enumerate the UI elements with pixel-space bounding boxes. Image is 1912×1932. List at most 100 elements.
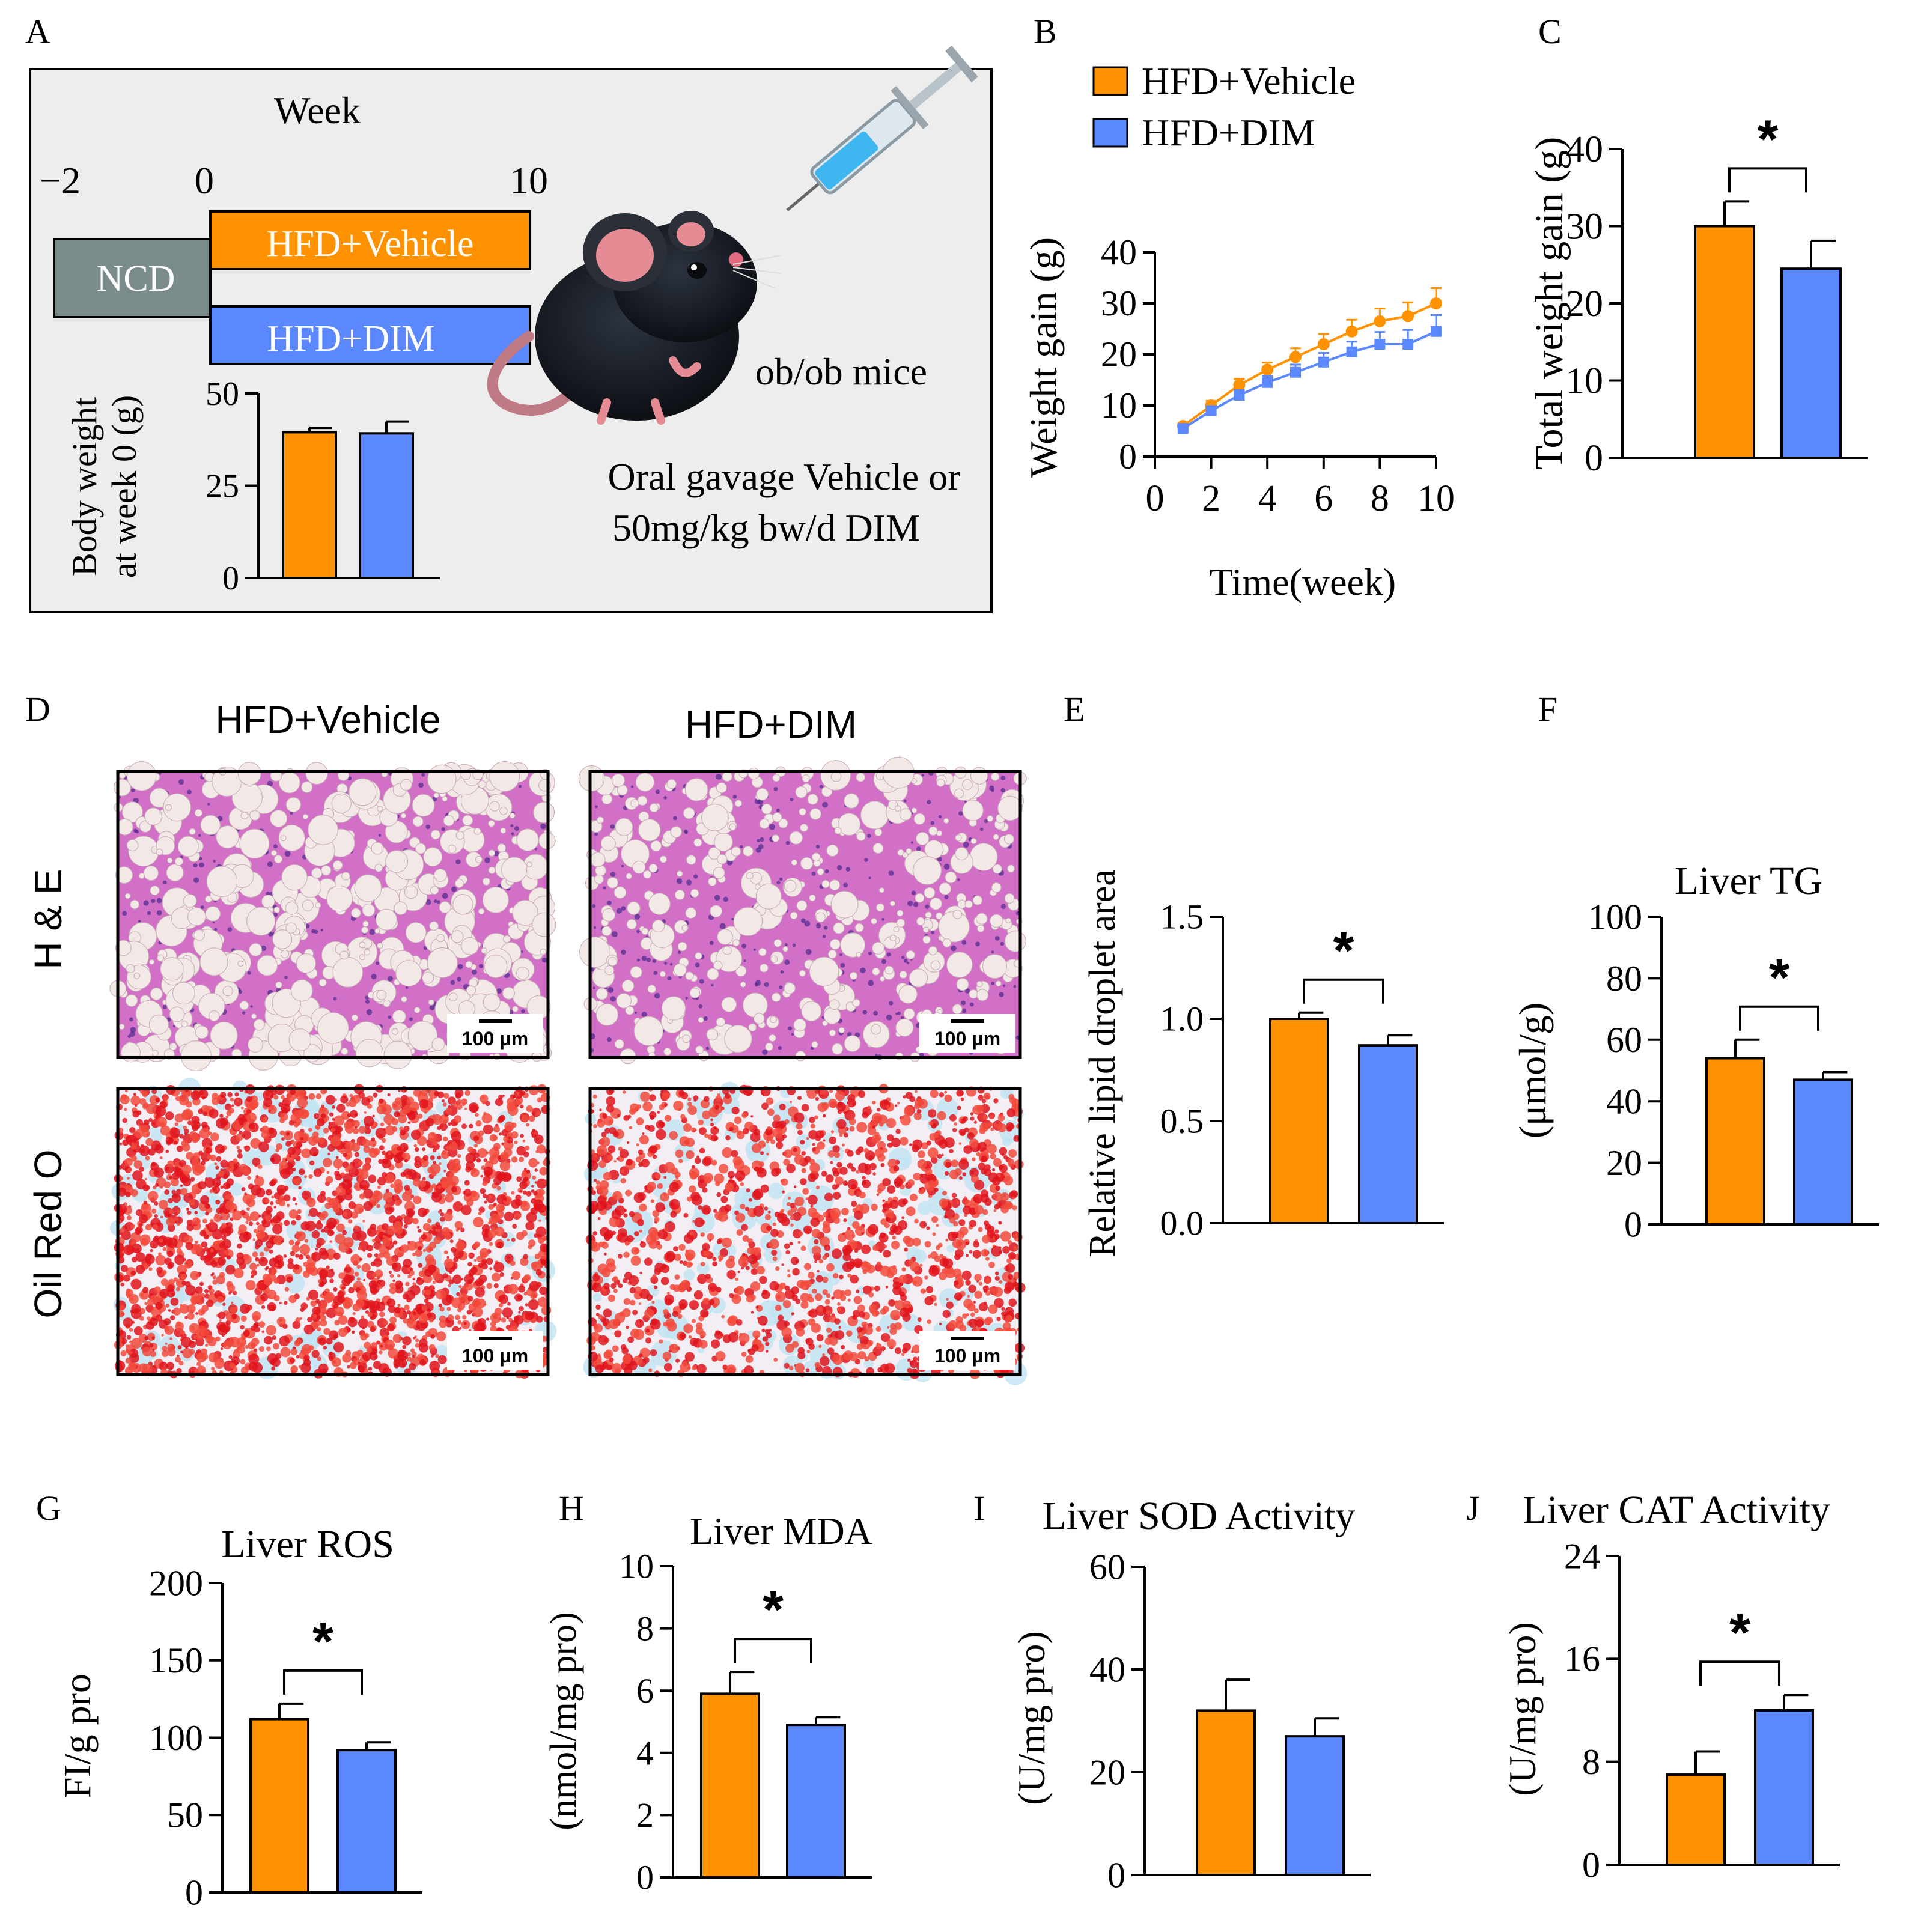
lipid-stain xyxy=(464,1189,472,1197)
lipid-stain xyxy=(448,1284,451,1287)
nucleus xyxy=(652,959,657,963)
lipid-droplet xyxy=(893,926,900,932)
lipid-stain xyxy=(329,1278,334,1283)
lipid-stain xyxy=(446,1307,451,1311)
panel-a: Week −2 0 10 NCD HFD+Vehicle HFD+DIM xyxy=(29,45,993,613)
lipid-droplet xyxy=(404,885,418,899)
lipid-stain xyxy=(507,1105,519,1116)
lipid-stain xyxy=(931,1216,939,1223)
nucleus xyxy=(686,879,692,886)
nucleus xyxy=(743,959,746,962)
lipid-stain xyxy=(176,1209,181,1214)
nucleus xyxy=(860,967,866,973)
nucleus xyxy=(284,851,291,857)
lipid-droplet xyxy=(815,912,826,923)
lipid-stain xyxy=(240,1304,250,1314)
lipid-stain xyxy=(151,1162,156,1167)
lipid-stain xyxy=(333,1253,341,1260)
lipid-stain xyxy=(638,1302,641,1305)
lipid-droplet xyxy=(765,1042,773,1051)
lipid-stain xyxy=(436,1331,446,1341)
lipid-stain xyxy=(362,1220,365,1223)
lipid-stain xyxy=(270,1153,281,1164)
lipid-stain xyxy=(273,1095,279,1100)
lipid-stain xyxy=(370,1283,380,1294)
x-tick-label: 4 xyxy=(1258,478,1277,519)
lipid-stain xyxy=(127,1177,130,1180)
lipid-droplet xyxy=(852,998,860,1007)
lipid-stain xyxy=(419,1099,428,1108)
lipid-stain xyxy=(312,1306,321,1316)
nucleus xyxy=(975,941,981,947)
lipid-stain xyxy=(431,1226,437,1230)
nucleus xyxy=(840,962,845,968)
lipid-stain xyxy=(201,1241,207,1248)
lipid-stain xyxy=(167,1160,174,1167)
lipid-stain xyxy=(168,1198,173,1204)
lipid-droplet xyxy=(321,865,332,876)
lipid-stain xyxy=(524,1146,530,1151)
lipid-stain xyxy=(401,1363,406,1368)
lipid-droplet xyxy=(540,948,547,955)
lipid-stain xyxy=(371,1137,376,1142)
lipid-stain xyxy=(823,1212,829,1218)
lipid-stain xyxy=(215,1182,220,1188)
lipid-droplet xyxy=(1004,930,1026,952)
lipid-stain xyxy=(175,1096,181,1101)
lipid-stain xyxy=(196,1361,201,1367)
series-line-dim xyxy=(1182,330,1437,430)
lipid-stain xyxy=(327,1152,330,1156)
lipid-droplet xyxy=(484,955,508,979)
lipid-stain xyxy=(294,1203,298,1206)
nucleus xyxy=(779,877,783,881)
lipid-droplet xyxy=(964,900,973,908)
nucleus xyxy=(151,899,156,904)
lipid-stain xyxy=(755,1305,759,1309)
lipid-stain xyxy=(184,1132,187,1135)
lipid-droplet xyxy=(871,1024,881,1035)
lipid-stain xyxy=(252,1238,255,1241)
lipid-stain xyxy=(367,1312,373,1317)
lipid-stain xyxy=(259,1251,264,1257)
lipid-stain xyxy=(346,1242,353,1248)
lipid-stain xyxy=(326,1338,333,1345)
lipid-stain xyxy=(370,1300,380,1311)
lipid-stain xyxy=(486,1151,489,1155)
nucleus xyxy=(199,862,204,868)
lipid-stain xyxy=(538,1219,541,1223)
lipid-stain xyxy=(604,1253,607,1256)
lipid-stain xyxy=(435,1221,440,1227)
lipid-stain xyxy=(201,1369,206,1374)
nucleus xyxy=(999,992,1004,997)
lipid-stain xyxy=(252,1251,258,1257)
lipid-stain xyxy=(406,1297,412,1303)
lipid-stain xyxy=(210,1274,213,1277)
lipid-droplet xyxy=(695,952,702,960)
lipid-stain xyxy=(190,1296,199,1304)
panel-letter-e: E xyxy=(1064,690,1085,729)
lipid-stain xyxy=(437,1229,440,1232)
lipid-stain xyxy=(478,1262,484,1268)
lipid-droplet xyxy=(600,836,616,851)
lipid-droplet xyxy=(210,1021,238,1050)
lipid-stain xyxy=(167,1343,175,1352)
lipid-stain xyxy=(190,1090,201,1101)
lipid-stain xyxy=(413,1179,421,1187)
lipid-droplet xyxy=(533,801,555,824)
lipid-droplet xyxy=(121,1042,141,1063)
lipid-droplet xyxy=(332,860,343,870)
lipid-stain xyxy=(531,1133,537,1138)
y-tick-label: 0 xyxy=(1585,438,1603,479)
lipid-stain xyxy=(215,1200,221,1205)
lipid-stain xyxy=(528,1115,535,1122)
lipid-stain xyxy=(321,1211,329,1218)
lipid-stain xyxy=(512,1224,517,1229)
lipid-stain xyxy=(387,1093,391,1096)
lipid-droplet xyxy=(595,1003,618,1026)
lipid-stain xyxy=(404,1185,410,1191)
lipid-stain xyxy=(298,1186,302,1190)
nucleus xyxy=(284,976,288,979)
lipid-droplet xyxy=(856,952,862,958)
lipid-stain xyxy=(164,1189,170,1195)
lipid-stain xyxy=(511,1191,515,1195)
